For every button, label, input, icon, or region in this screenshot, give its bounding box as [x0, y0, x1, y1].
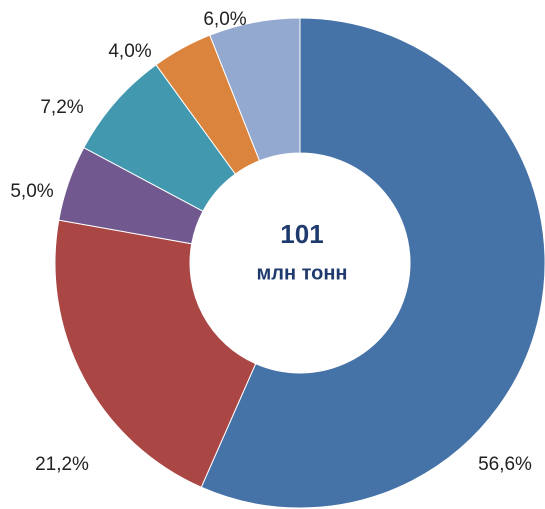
data-label: 5,0%	[10, 181, 53, 202]
data-label: 56,6%	[478, 454, 532, 475]
data-label: 21,2%	[35, 454, 89, 475]
slice	[209, 17, 301, 162]
slice	[54, 219, 257, 488]
center-unit: млн тонн	[256, 262, 347, 284]
data-label: 7,2%	[40, 97, 83, 118]
slice	[200, 17, 545, 509]
data-label: 6,0%	[203, 9, 246, 30]
center-value: 101	[280, 219, 323, 249]
data-label: 4,0%	[108, 41, 151, 62]
